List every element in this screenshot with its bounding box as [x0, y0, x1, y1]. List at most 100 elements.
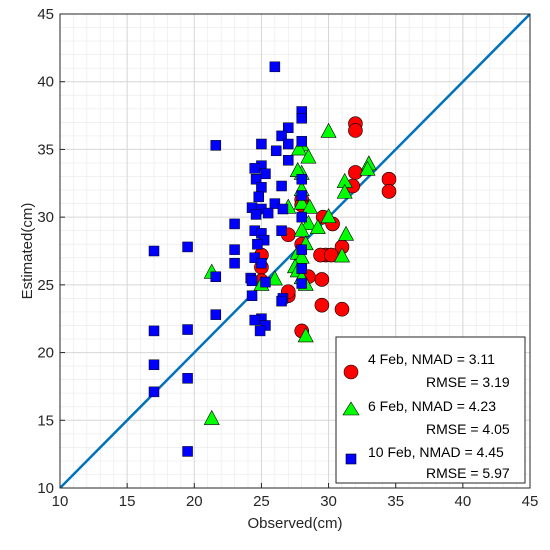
data-point-triangle: [293, 194, 310, 210]
legend-entry-3-line-1: 10 Feb, NMAD = 4.45: [368, 444, 504, 460]
data-point-triangle: [291, 140, 308, 156]
data-point-square: [210, 271, 222, 282]
data-point-square: [229, 244, 240, 255]
data-point-circle: [348, 165, 363, 180]
plot-content: [60, 14, 530, 488]
data-point-triangle: [301, 198, 318, 214]
data-point-circle: [314, 297, 330, 313]
data-point-square: [252, 238, 263, 250]
data-point-square: [250, 209, 262, 220]
data-point-square: [296, 278, 307, 289]
data-point-square: [269, 61, 281, 73]
data-point-square: [296, 190, 307, 201]
x-axis-label: Observed(cm): [247, 515, 342, 532]
data-point-square: [276, 295, 287, 307]
y-axis-label: Estimated(cm): [19, 203, 36, 300]
data-point-square: [256, 257, 267, 269]
data-point-circle: [348, 123, 363, 138]
data-point-square: [296, 173, 307, 185]
data-point-square: [277, 203, 289, 215]
legend-entry-2-line-2: RMSE = 4.05: [426, 421, 510, 437]
data-point-triangle: [338, 225, 355, 241]
data-point-triangle: [266, 270, 283, 286]
data-point-square: [262, 207, 274, 219]
plot-frame: [59, 13, 531, 489]
data-point-triangle: [309, 218, 326, 234]
data-point-circle: [314, 272, 330, 287]
data-point-square: [246, 275, 258, 287]
data-point-triangle: [320, 122, 337, 138]
data-point-square: [260, 276, 271, 288]
data-point-square: [296, 113, 307, 124]
data-point-square: [182, 241, 193, 253]
data-point-square: [296, 211, 307, 223]
data-point-square: [276, 180, 287, 192]
data-point-square: [276, 130, 287, 142]
series-square: [148, 61, 307, 457]
data-point-square: [256, 182, 267, 193]
data-point-square: [249, 252, 260, 264]
x-tick-label: 10: [52, 493, 69, 510]
data-point-square: [182, 324, 193, 335]
data-point-triangle: [336, 183, 353, 199]
y-tick-label: 35: [37, 141, 54, 158]
legend: 4 Feb, NMAD = 3.11 RMSE = 3.19 6 Feb, NM…: [335, 336, 526, 484]
data-point-triangle: [359, 160, 376, 176]
legend-marker-circle: [343, 364, 359, 380]
data-point-triangle: [333, 247, 351, 263]
data-point-square: [210, 309, 222, 320]
data-point-triangle: [297, 327, 314, 343]
data-point-square: [270, 145, 282, 157]
y-tick-label: 30: [37, 209, 54, 226]
legend-box: [335, 336, 526, 484]
data-point-square: [260, 168, 271, 180]
legend-entry-3-line-2: RMSE = 5.97: [426, 465, 510, 481]
data-point-square: [182, 446, 193, 457]
data-point-square: [260, 320, 271, 331]
data-point-square: [254, 325, 266, 337]
data-point-square: [148, 359, 160, 371]
data-point-square: [182, 373, 193, 384]
x-axis-ticks: 10 15 20 25 30 35 40 45: [52, 483, 539, 510]
data-point-square: [276, 225, 287, 236]
data-point-triangle: [203, 409, 220, 425]
legend-entry-1-line-1: 4 Feb, NMAD = 3.11: [368, 351, 495, 367]
y-tick-label: 45: [37, 6, 54, 23]
data-point-square: [229, 218, 240, 230]
data-point-square: [148, 245, 160, 257]
legend-entry-1-line-2: RMSE = 3.19: [426, 374, 510, 390]
data-point-circle: [381, 184, 397, 199]
data-point-triangle: [300, 214, 317, 230]
legend-entry-2-line-1: 6 Feb, NMAD = 4.23: [368, 398, 496, 414]
data-point-square: [210, 140, 222, 151]
data-point-square: [256, 138, 267, 150]
series-layer: [148, 61, 397, 457]
y-tick-label: 10: [37, 480, 54, 497]
data-point-square: [249, 163, 260, 174]
y-tick-label: 20: [37, 345, 54, 362]
data-point-triangle: [300, 148, 317, 164]
y-tick-label: 25: [37, 277, 54, 294]
legend-marker-square: [345, 453, 357, 465]
data-point-square: [229, 257, 240, 269]
y-tick-label: 40: [37, 74, 54, 91]
data-point-square: [148, 386, 160, 398]
data-point-square: [296, 263, 307, 274]
x-tick-label: 30: [320, 493, 337, 510]
x-tick-label: 45: [522, 493, 539, 510]
x-tick-label: 25: [253, 493, 270, 510]
x-tick-label: 40: [455, 493, 472, 510]
data-point-square: [148, 325, 160, 337]
data-point-square: [283, 122, 294, 134]
data-point-square: [249, 314, 260, 326]
y-tick-label: 15: [37, 412, 54, 429]
x-tick-label: 20: [186, 493, 203, 510]
legend-marker-triangle: [342, 401, 360, 416]
data-point-square: [296, 136, 307, 147]
x-tick-label: 15: [119, 493, 136, 510]
data-point-square: [296, 244, 307, 255]
data-point-triangle: [320, 208, 337, 224]
data-point-square: [253, 191, 264, 203]
data-point-square: [283, 155, 294, 166]
